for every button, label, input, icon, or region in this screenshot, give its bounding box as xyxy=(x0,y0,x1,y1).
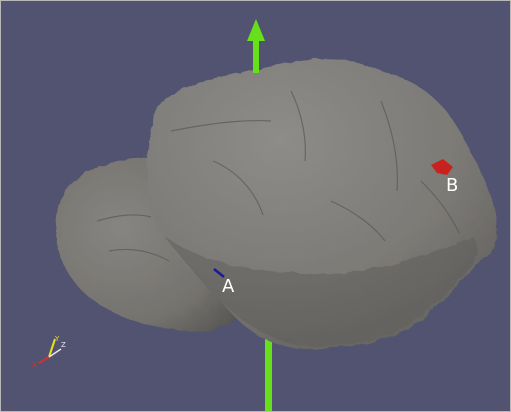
rotation-axis-lower xyxy=(265,319,272,411)
marker-b-label: B xyxy=(446,175,458,196)
comet-small-lobe xyxy=(55,158,243,332)
lobe-shadow-band xyxy=(165,237,478,347)
surface-ridges xyxy=(96,90,460,262)
triad-z-label: Z xyxy=(61,341,66,349)
triad-x-axis xyxy=(38,356,50,364)
marker-a xyxy=(213,268,225,278)
marker-a-label: A xyxy=(222,276,235,297)
triad-z-axis xyxy=(48,348,62,358)
triad-y-label: Y xyxy=(54,335,60,343)
triad-x-label: X xyxy=(32,361,37,369)
marker-b xyxy=(431,159,453,175)
triad-y-axis xyxy=(48,338,56,358)
orientation-triad: Y Z X xyxy=(32,335,66,369)
rotation-axis-upper xyxy=(253,39,259,73)
rotation-axis-arrowhead xyxy=(247,19,265,41)
